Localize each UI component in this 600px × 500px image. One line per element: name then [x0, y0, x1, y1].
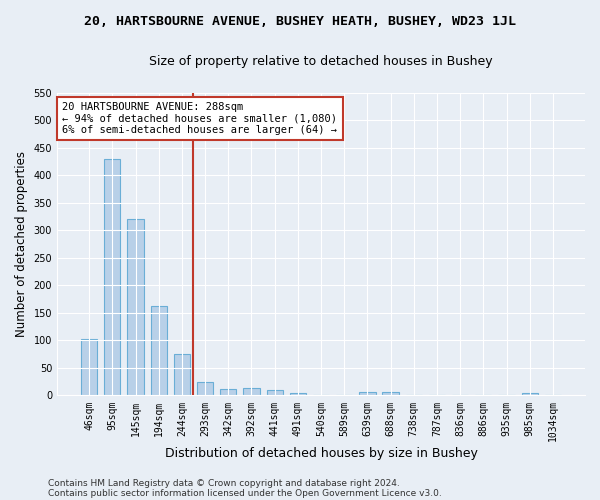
- Bar: [104, 159, 121, 396]
- Bar: [81, 339, 97, 396]
- Bar: [174, 354, 190, 396]
- Bar: [127, 220, 143, 396]
- Bar: [521, 392, 538, 396]
- Bar: [151, 306, 167, 396]
- Text: 20, HARTSBOURNE AVENUE, BUSHEY HEATH, BUSHEY, WD23 1JL: 20, HARTSBOURNE AVENUE, BUSHEY HEATH, BU…: [84, 15, 516, 28]
- Text: Contains public sector information licensed under the Open Government Licence v3: Contains public sector information licen…: [48, 488, 442, 498]
- Bar: [382, 392, 398, 396]
- Y-axis label: Number of detached properties: Number of detached properties: [15, 151, 28, 337]
- Bar: [244, 388, 260, 396]
- Text: 20 HARTSBOURNE AVENUE: 288sqm
← 94% of detached houses are smaller (1,080)
6% of: 20 HARTSBOURNE AVENUE: 288sqm ← 94% of d…: [62, 102, 337, 135]
- Bar: [359, 392, 376, 396]
- X-axis label: Distribution of detached houses by size in Bushey: Distribution of detached houses by size …: [164, 447, 478, 460]
- Title: Size of property relative to detached houses in Bushey: Size of property relative to detached ho…: [149, 55, 493, 68]
- Text: Contains HM Land Registry data © Crown copyright and database right 2024.: Contains HM Land Registry data © Crown c…: [48, 478, 400, 488]
- Bar: [220, 390, 236, 396]
- Bar: [266, 390, 283, 396]
- Bar: [197, 382, 213, 396]
- Bar: [290, 392, 306, 396]
